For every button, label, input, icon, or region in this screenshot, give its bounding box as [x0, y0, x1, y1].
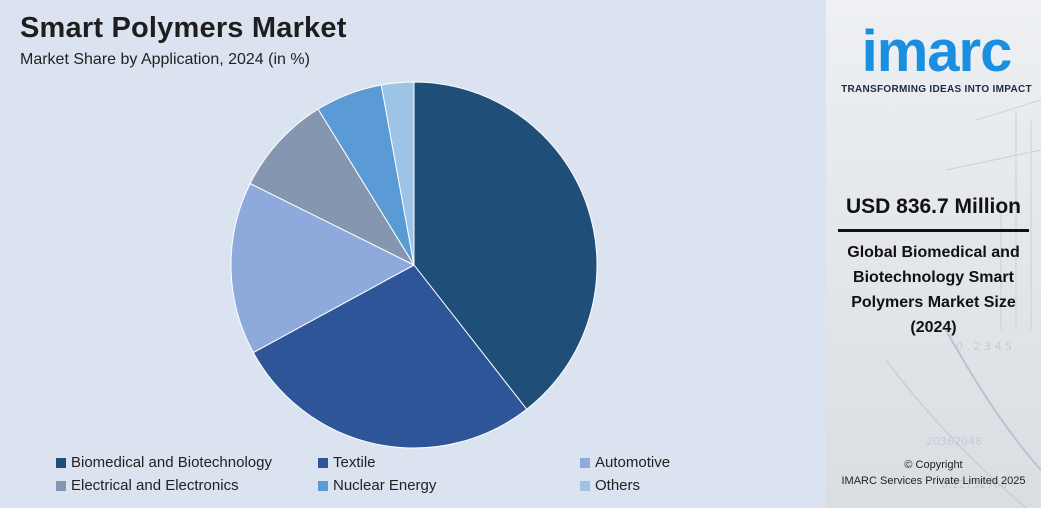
chart-title: Smart Polymers Market [20, 12, 347, 44]
svg-text:0 . 2 3 4 5: 0 . 2 3 4 5 [956, 340, 1012, 353]
legend-item: Automotive [580, 454, 756, 471]
svg-text:0.12752768: 0.12752768 [941, 478, 1007, 491]
background-graph-decoration: 0 . 2 3 4 5 20362048 0.12752768 [885, 99, 1041, 508]
legend-item: Biomedical and Biotechnology [56, 454, 318, 471]
pie-slice-textile [252, 264, 528, 449]
legend-label: Nuclear Energy [333, 477, 437, 494]
side-panel: 0 . 2 3 4 5 20362048 0.12752768 imarc TR… [826, 0, 1041, 508]
legend-label: Electrical and Electronics [71, 477, 239, 494]
chart-subtitle: Market Share by Application, 2024 (in %) [20, 51, 310, 68]
legend-item: Textile [318, 454, 580, 471]
pie-slice-automotive [230, 182, 416, 354]
legend-swatch [318, 457, 328, 468]
legend-label: Others [595, 477, 641, 494]
chart-legend: Biomedical and Biotechnology Textile Autom… [56, 454, 756, 494]
legend-item: Nuclear Energy [318, 477, 580, 494]
chart-panel: Smart Polymers Market Market Share by Ap… [0, 0, 826, 508]
legend-label: Biomedical and Biotechnology [71, 454, 272, 471]
svg-text:20362048: 20362048 [926, 435, 982, 448]
legend-swatch [56, 480, 66, 491]
legend-swatch [56, 457, 66, 468]
legend-swatch [580, 480, 590, 491]
imarc-logo: imarc TRANSFORMING IDEAS INTO IMPACT [834, 8, 1039, 96]
pie-chart [230, 81, 598, 449]
pie-slice-biomedical-and-biotechnology [413, 81, 598, 410]
legend-item: Electrical and Electronics [56, 477, 318, 494]
legend-item: Others [580, 477, 756, 494]
legend-label: Textile [333, 454, 376, 471]
legend-swatch [580, 457, 590, 468]
legend-label: Automotive [595, 454, 671, 471]
pie-slice-electrical-and-electronics [249, 108, 416, 267]
market-size-value: USD 836.7 Million [845, 195, 1022, 218]
legend-swatch [318, 480, 328, 491]
pie-slice-others [380, 81, 415, 266]
copyright-line-2: IMARC Services Private Limited 2025 [841, 475, 1026, 487]
logo-tagline: TRANSFORMING IDEAS INTO IMPACT [841, 84, 1032, 95]
market-size-description: Global Biomedical and Biotechnology Smar… [847, 244, 1020, 336]
copyright-line-1: © Copyright [904, 459, 963, 471]
copyright-notice: © Copyright IMARC Services Private Limit… [826, 457, 1041, 489]
headline-divider [838, 229, 1029, 232]
logo-wordmark: imarc [861, 19, 1013, 84]
